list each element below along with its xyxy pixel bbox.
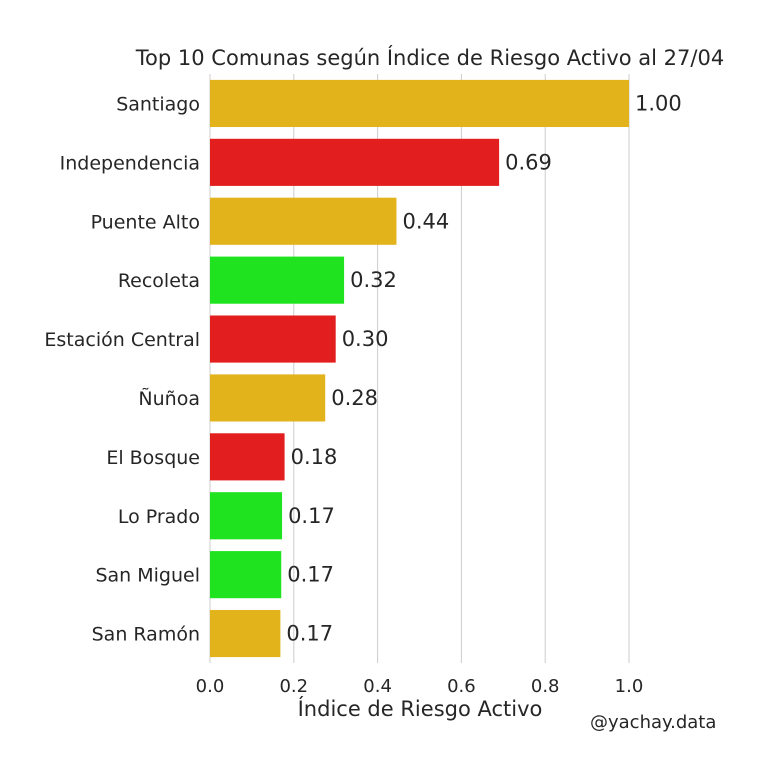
bar <box>210 374 326 422</box>
x-tick-label: 0.8 <box>531 676 560 697</box>
bar-value-label: 0.69 <box>505 150 552 174</box>
bar <box>210 551 282 599</box>
y-tick-label: El Bosque <box>106 447 200 469</box>
y-tick-label: Puente Alto <box>91 211 200 233</box>
bar <box>210 256 345 304</box>
bar-value-label: 0.28 <box>331 386 378 410</box>
bar <box>210 315 336 363</box>
y-tick-label: Lo Prado <box>118 506 200 528</box>
x-tick-label: 0.6 <box>447 676 476 697</box>
y-tick-label: San Miguel <box>95 565 200 587</box>
bar-value-label: 0.30 <box>342 327 389 351</box>
bar <box>210 609 281 658</box>
chart-title: Top 10 Comunas según Índice de Riesgo Ac… <box>135 46 725 70</box>
x-tick-label: 0.4 <box>363 676 392 697</box>
bar <box>210 79 629 128</box>
x-tick-label: 0.0 <box>196 676 225 697</box>
y-tick-label: Recoleta <box>118 270 200 292</box>
bar <box>210 197 397 245</box>
y-tick-label: Estación Central <box>44 329 200 351</box>
bar-value-label: 0.17 <box>287 563 334 587</box>
bar <box>210 138 500 186</box>
x-axis-label: Índice de Riesgo Activo <box>297 697 543 721</box>
bar-value-label: 0.17 <box>288 504 335 528</box>
y-tick-label: San Ramón <box>92 624 200 646</box>
bar-value-label: 0.17 <box>286 622 333 646</box>
bar-value-label: 0.32 <box>350 268 397 292</box>
x-tick-label: 1.0 <box>615 676 644 697</box>
bar <box>210 433 285 481</box>
y-tick-label: Ñuñoa <box>138 387 200 410</box>
bar-value-label: 1.00 <box>635 91 682 115</box>
bar <box>210 492 283 540</box>
x-tick-label: 0.2 <box>279 676 308 697</box>
y-tick-label: Santiago <box>116 93 200 115</box>
bar-value-label: 0.18 <box>291 445 338 469</box>
bar-value-label: 0.44 <box>402 209 449 233</box>
credit-text: @yachay.data <box>590 712 717 733</box>
y-tick-label: Independencia <box>60 152 200 174</box>
